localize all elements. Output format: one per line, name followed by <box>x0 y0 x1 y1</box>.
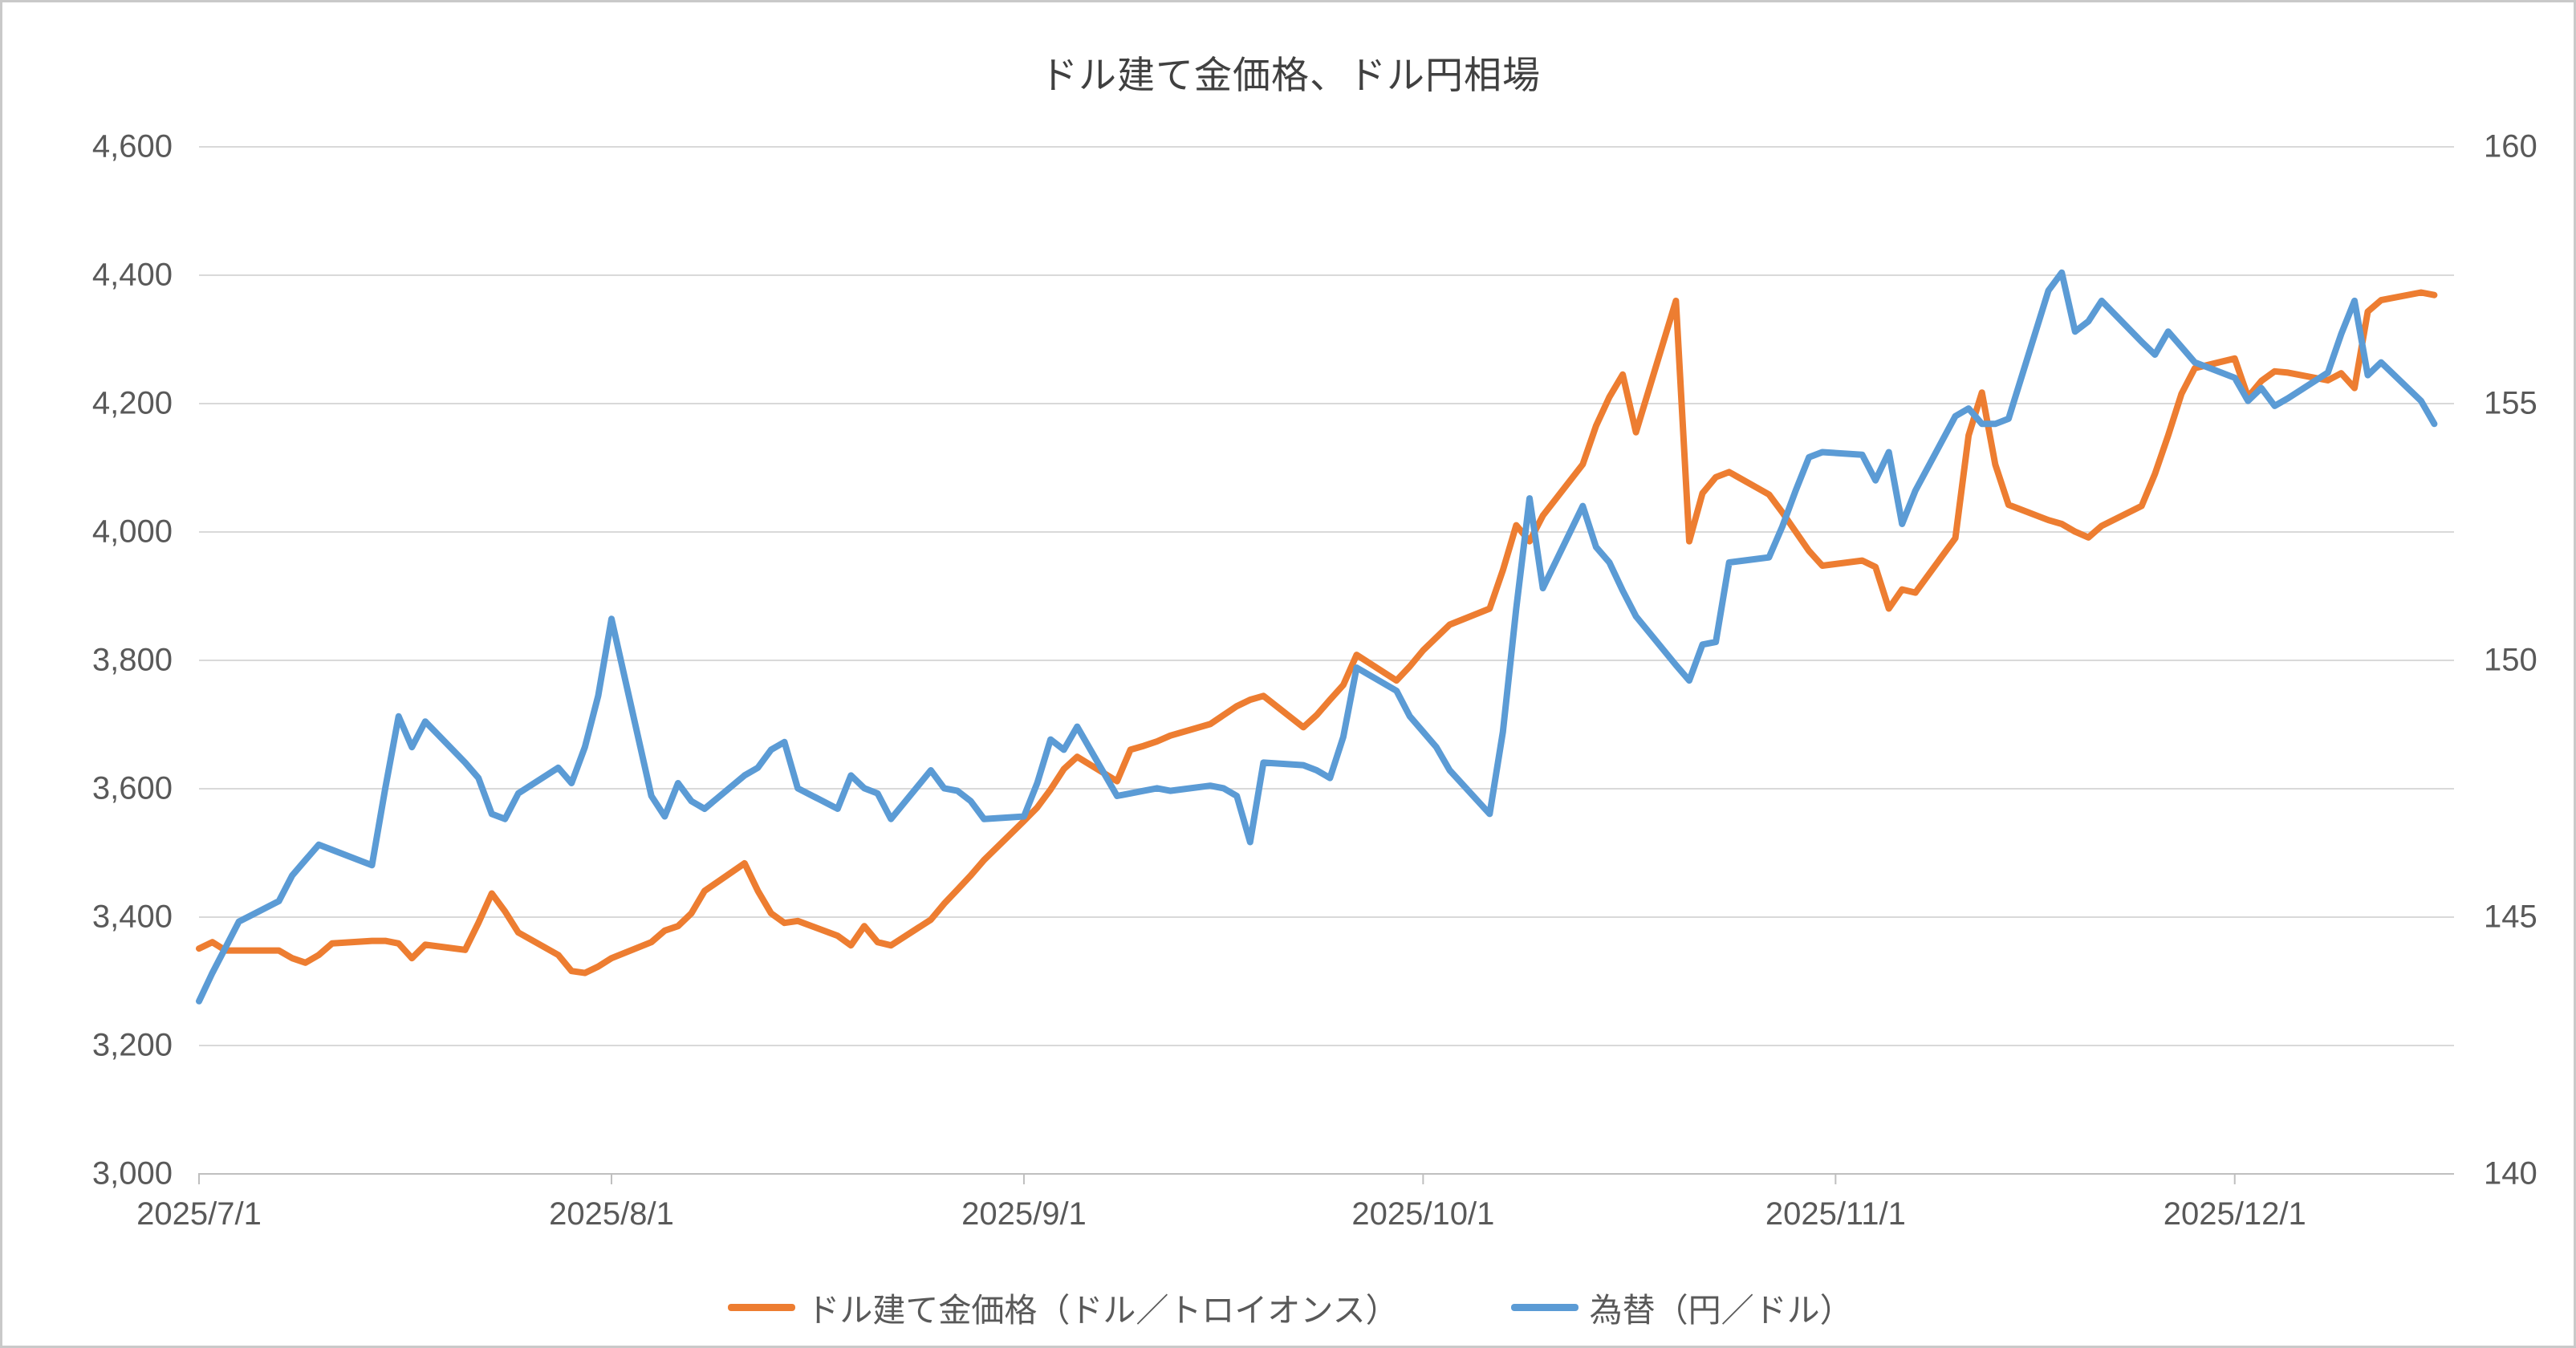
y-axis-left-tick-label: 4,600 <box>91 128 173 164</box>
x-axis <box>198 1173 2236 1184</box>
chart-title: ドル建て金価格、ドル円相場 <box>1040 54 1541 96</box>
legend: ドル建て金価格（ドル／トロイオンス） 為替（円／ドル） <box>2 1283 2574 1331</box>
y-axis-left-tick-label: 3,000 <box>91 1155 173 1192</box>
y-axis-left-tick-label: 3,600 <box>91 770 173 806</box>
x-axis-tick-label: 2025/11/1 <box>1765 1196 1906 1232</box>
x-axis-tick-label: 2025/12/1 <box>2163 1196 2306 1232</box>
y-axis-right-tick-label: 150 <box>2484 642 2537 678</box>
y-axis-right-tick-label: 160 <box>2484 128 2537 164</box>
legend-label-fx: 為替（円／ドル） <box>1589 1292 1853 1329</box>
y-axis-left-tick-label: 3,800 <box>91 642 173 678</box>
x-axis-tick-label: 2025/8/1 <box>549 1196 674 1232</box>
y-axis-left-tick-label: 3,200 <box>91 1027 173 1063</box>
y-axis-left-tick-label: 4,000 <box>91 514 173 550</box>
legend-item-fx: 為替（円／ドル） <box>1510 1283 1853 1331</box>
x-axis-tick-label: 2025/9/1 <box>961 1196 1087 1232</box>
gold-line-swatch-icon <box>728 1303 796 1311</box>
x-axis-tick-label: 2025/10/1 <box>1351 1196 1495 1232</box>
x-axis-tick-label: 2025/7/1 <box>136 1196 262 1232</box>
y-axis-right-tick-label: 140 <box>2484 1155 2537 1192</box>
gridlines <box>199 146 2454 1175</box>
legend-label-gold: ドル建て金価格（ドル／トロイオンス） <box>807 1292 1399 1329</box>
fx-line-swatch-icon <box>1510 1303 1579 1311</box>
y-axis-right-tick-label: 145 <box>2484 899 2537 935</box>
y-axis-left-tick-label: 3,400 <box>91 899 173 935</box>
y-axis-left-tick-label: 4,400 <box>91 257 173 293</box>
fx-rate-line <box>196 269 2438 1005</box>
legend-item-gold: ドル建て金価格（ドル／トロイオンス） <box>728 1283 1399 1331</box>
y-axis-right-tick-label: 155 <box>2484 385 2537 421</box>
y-axis-left-tick-label: 4,200 <box>91 385 173 421</box>
gold-price-line <box>196 289 2438 976</box>
